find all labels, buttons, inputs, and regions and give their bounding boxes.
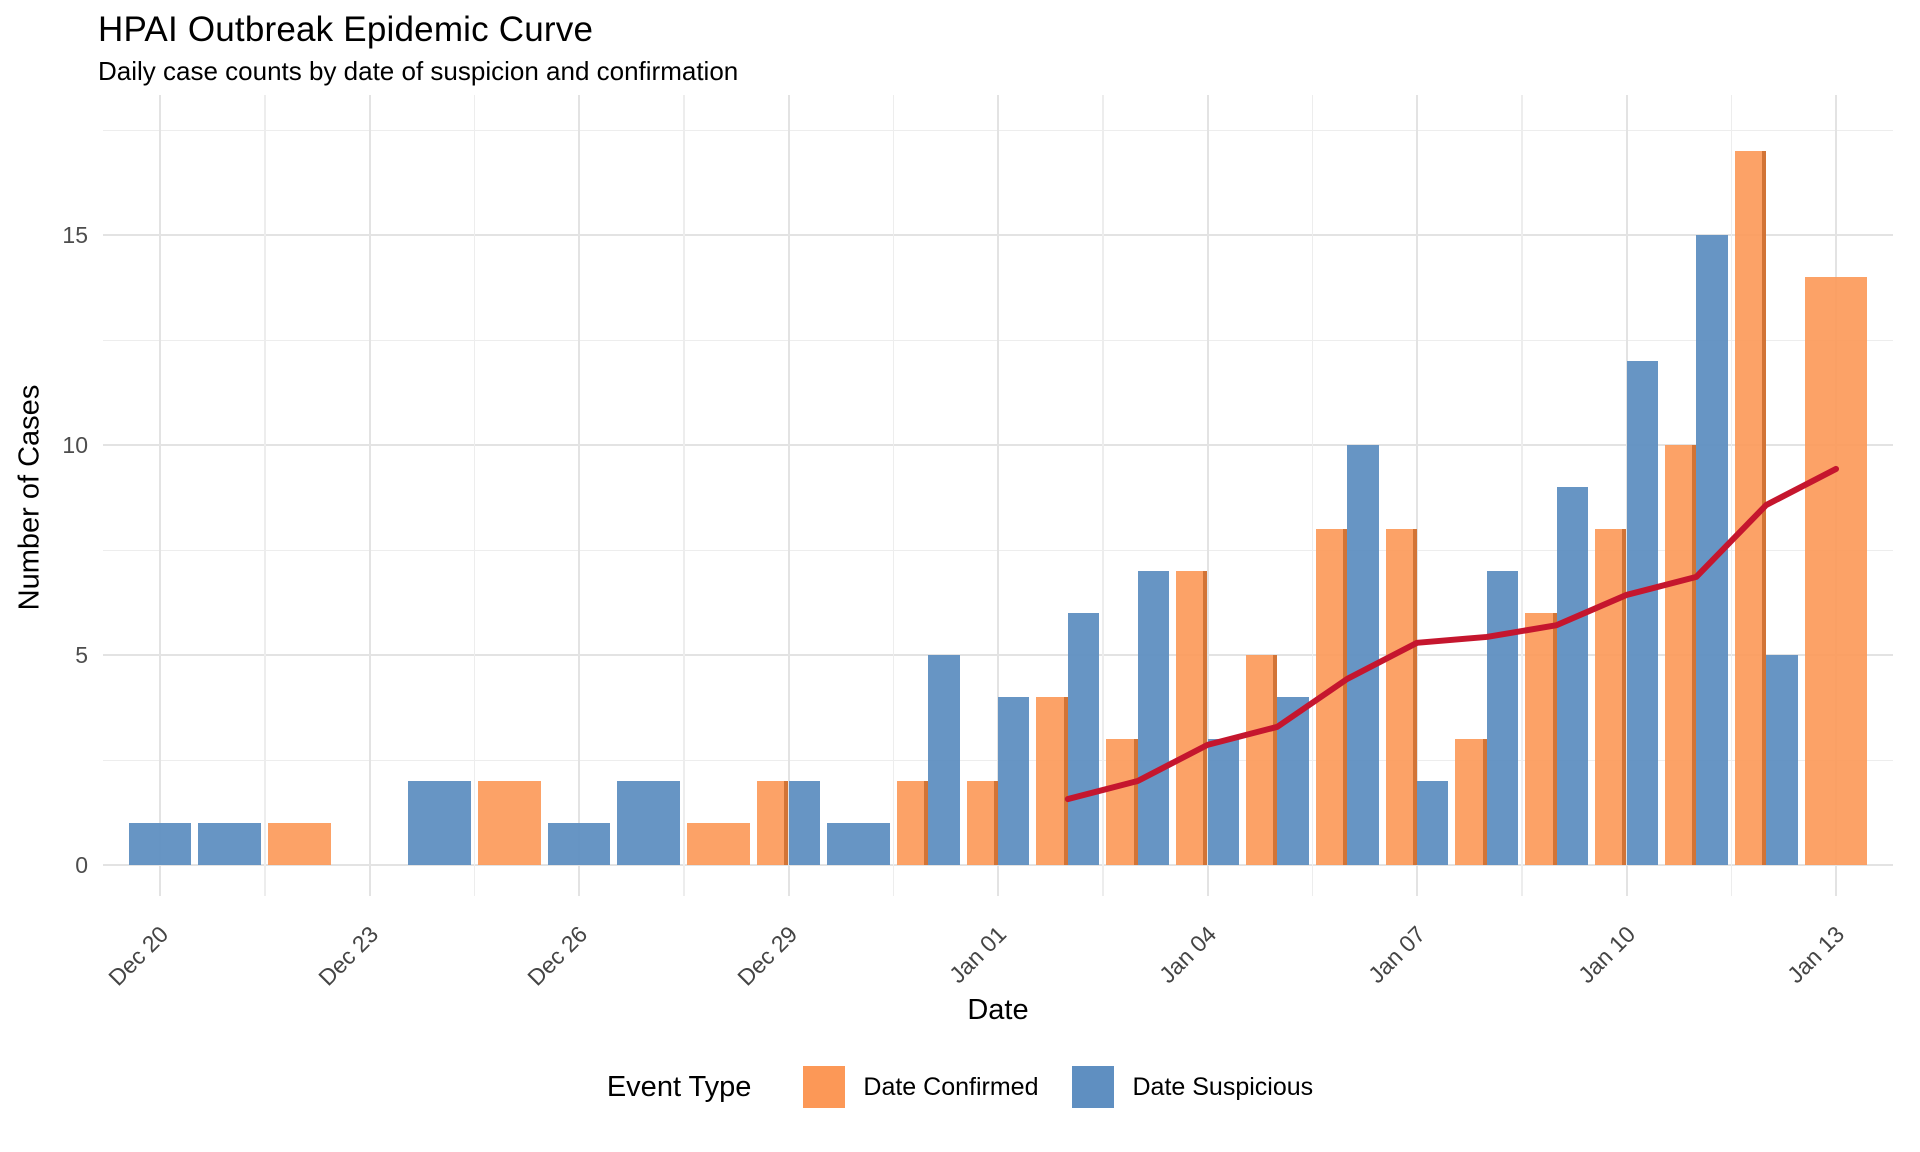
gridline-x-major (578, 95, 580, 896)
legend-item-suspicious: Date Suspicious (1072, 1066, 1313, 1108)
gridline-x-minor (892, 95, 895, 896)
bar-confirmed (1664, 445, 1697, 865)
gridline-x-minor (1730, 95, 1733, 896)
gridline-x-major (159, 95, 161, 896)
bar-confirmed (1385, 529, 1417, 865)
bar-suspicious (788, 781, 820, 865)
confirmed-swatch-icon (803, 1066, 846, 1108)
gridline-x-major (1206, 95, 1209, 896)
bar-suspicious (1486, 571, 1519, 865)
legend-label-confirmed: Date Confirmed (863, 1072, 1039, 1101)
bar-suspicious (1417, 781, 1449, 865)
y-axis-title: Number of Cases (13, 384, 46, 611)
gridline-x-major (1416, 95, 1418, 896)
gridline-x-minor (683, 95, 685, 896)
bar-confirmed (1036, 697, 1068, 865)
bar-confirmed (687, 823, 751, 865)
gridline-x-minor (473, 95, 476, 896)
bar-suspicious (1137, 571, 1170, 865)
bar-confirmed (268, 823, 332, 865)
gridline-x-major (997, 95, 999, 896)
chart-subtitle: Daily case counts by date of suspicion a… (98, 56, 739, 86)
bar-suspicious (1556, 487, 1589, 865)
bar-confirmed (966, 781, 998, 865)
gridline-x-minor (1102, 95, 1104, 896)
bar-confirmed (896, 781, 929, 865)
y-tick-label: 5 (75, 642, 88, 668)
bar-suspicious (1347, 445, 1379, 865)
bar-suspicious (928, 655, 960, 865)
x-axis-title: Date (967, 994, 1029, 1026)
bar-confirmed (757, 781, 789, 865)
bar-confirmed (1595, 529, 1627, 865)
bar-suspicious (826, 823, 890, 865)
bar-suspicious (128, 823, 192, 865)
legend-label-suspicious: Date Suspicious (1132, 1072, 1314, 1101)
bar-confirmed (1804, 277, 1868, 865)
page-title: HPAI Outbreak Epidemic Curve (98, 10, 594, 49)
bar-suspicious (547, 823, 611, 865)
gridline-x-major (368, 95, 371, 896)
bar-suspicious (1067, 613, 1100, 865)
bar-confirmed (477, 781, 541, 865)
bar-confirmed (1176, 571, 1208, 865)
bar-suspicious (998, 697, 1030, 865)
bar-confirmed (1106, 739, 1138, 865)
y-tick-label: 15 (62, 222, 88, 248)
legend-item-confirmed: Date Confirmed (803, 1066, 1038, 1108)
gridline-x-major (787, 95, 790, 896)
gridline-x-minor (1311, 95, 1314, 896)
bar-confirmed (1525, 613, 1557, 865)
y-tick-label: 10 (62, 432, 88, 458)
bar-confirmed (1455, 739, 1487, 865)
bar-suspicious (1207, 739, 1239, 865)
bar-suspicious (617, 781, 681, 865)
bar-suspicious (1626, 361, 1658, 865)
bar-suspicious (1766, 655, 1798, 865)
bar-confirmed (1245, 655, 1278, 865)
suspicious-swatch-icon (1072, 1066, 1115, 1108)
gridline-x-minor (1521, 95, 1523, 896)
bar-suspicious (407, 781, 471, 865)
legend-title: Event Type (606, 1070, 752, 1103)
y-tick-label: 0 (75, 852, 88, 878)
gridline-x-minor (264, 95, 266, 896)
bar-suspicious (198, 823, 262, 865)
legend: Event Type Date Confirmed Date Suspiciou… (0, 1066, 1920, 1108)
